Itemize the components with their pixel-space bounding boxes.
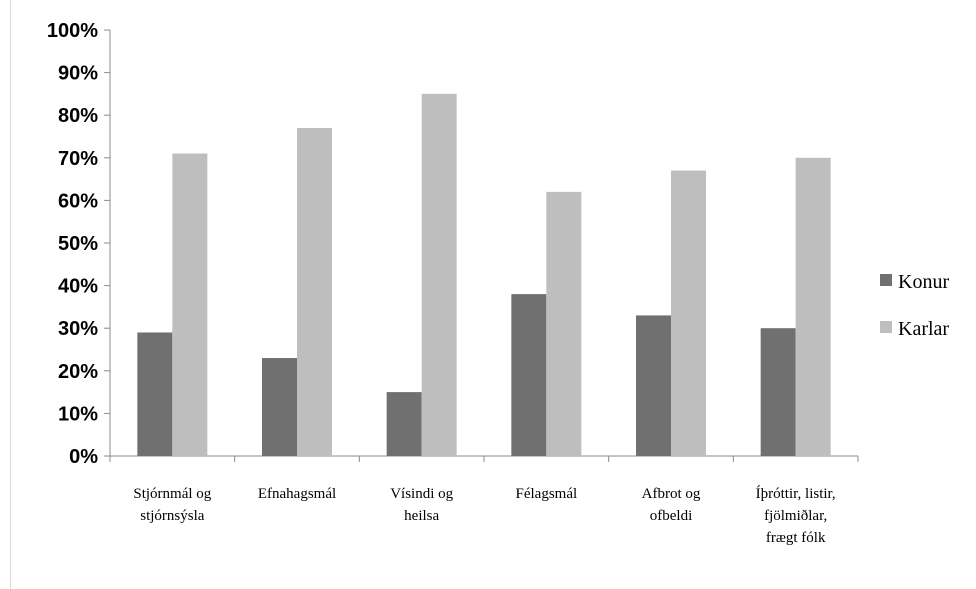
- x-tick-label-line: Félagsmál: [516, 486, 578, 502]
- y-tick-label: 20%: [58, 361, 98, 383]
- x-tick-label-line: Vísindi og: [390, 486, 453, 502]
- y-tick-label: 50%: [58, 233, 98, 255]
- bar-karlar-4: [671, 170, 706, 456]
- y-tick-label: 40%: [58, 276, 98, 298]
- bar-konur-4: [636, 315, 671, 456]
- bar-karlar-5: [795, 157, 831, 457]
- bar-konur-1: [262, 358, 297, 456]
- y-tick-label: 70%: [58, 148, 98, 170]
- x-tick-label-line: ofbeldi: [650, 508, 693, 524]
- x-tick-label: Afbrot og ofbeldi: [642, 486, 701, 524]
- legend-label-karlar: Karlar: [898, 318, 949, 340]
- x-tick-label-line: Efnahagsmál: [258, 486, 336, 502]
- x-tick-label-line: Íþróttir, listir,: [756, 485, 836, 502]
- y-tick-label: 60%: [58, 190, 98, 212]
- x-tick-label-line: frægt fólk: [766, 530, 826, 546]
- x-tick-label-line: Stjórnmál og: [133, 486, 211, 502]
- x-tick-label: Stjórnmál og stjórnsýsla: [133, 486, 211, 524]
- bar-konur-5: [760, 328, 796, 456]
- bar-konur-2: [386, 392, 422, 456]
- legend-swatch-konur: [880, 274, 892, 286]
- x-tick-label: Vísindi og heilsa: [390, 486, 453, 524]
- y-tick-label: 10%: [58, 403, 98, 425]
- bar-karlar-0: [172, 153, 208, 457]
- y-tick-label: 90%: [58, 63, 98, 85]
- y-tick-label: 80%: [58, 105, 98, 127]
- x-tick-label: Félagsmál: [516, 486, 578, 502]
- y-tick-label: 0%: [69, 446, 98, 468]
- bar-konur-3: [511, 294, 547, 456]
- y-tick-label: 100%: [47, 20, 98, 42]
- bar-karlar-1: [297, 127, 332, 456]
- bar-konur-0: [137, 332, 173, 456]
- legend-label-konur: Konur: [898, 271, 949, 293]
- legend-swatch-karlar: [880, 321, 892, 333]
- y-tick-label: 30%: [58, 318, 98, 340]
- x-tick-label: Efnahagsmál: [258, 486, 336, 502]
- bar-karlar-3: [546, 191, 582, 456]
- x-tick-label: Íþróttir, listir, fjölmiðlar, frægt fólk: [756, 485, 836, 546]
- x-tick-label-line: heilsa: [404, 508, 439, 524]
- bar-karlar-2: [421, 93, 457, 457]
- x-tick-label-line: stjórnsýsla: [140, 508, 205, 524]
- left-border-line: [10, 0, 11, 589]
- x-tick-label-line: Afbrot og: [642, 486, 701, 502]
- x-tick-label-line: fjölmiðlar,: [764, 508, 827, 524]
